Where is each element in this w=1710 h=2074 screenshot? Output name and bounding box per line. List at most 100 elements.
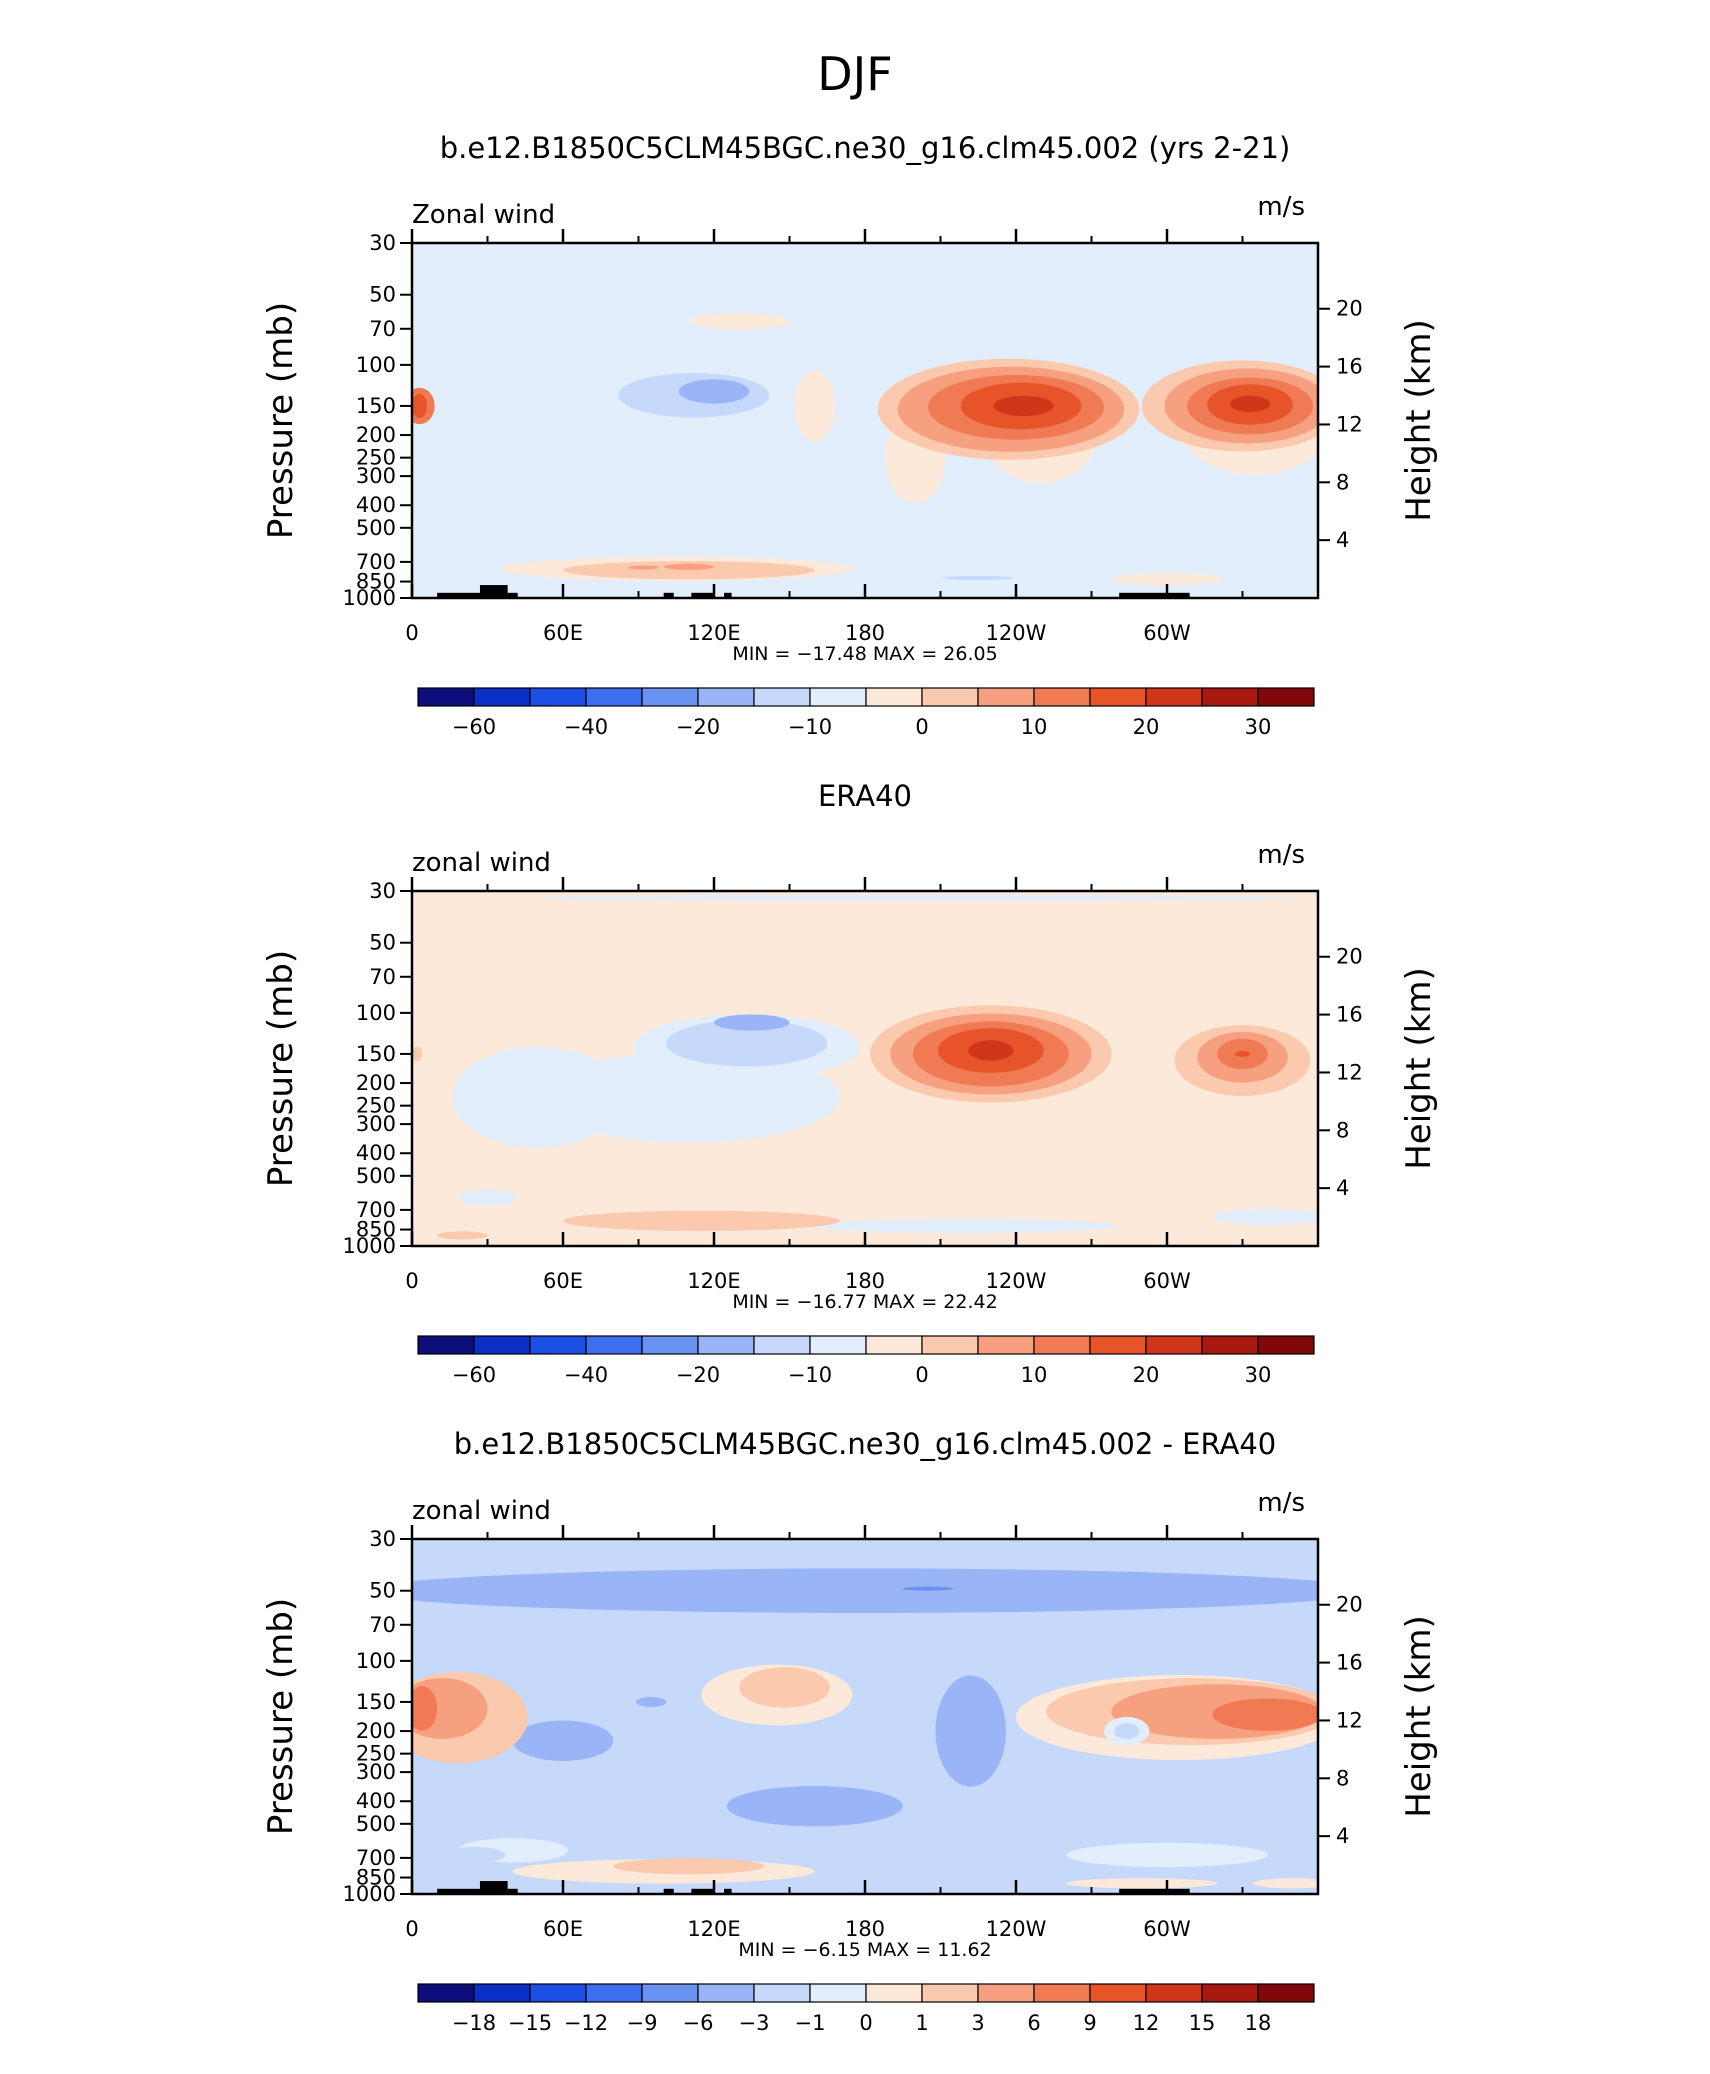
contour-region — [1229, 395, 1271, 412]
colorbar-label: 1 — [915, 2011, 928, 2035]
y2-tick-label: 4 — [1336, 1176, 1349, 1200]
x-tick-label: 60W — [1143, 1917, 1191, 1941]
terrain-block — [479, 1881, 508, 1894]
colorbar-label: 12 — [1133, 2011, 1160, 2035]
x-tick-label: 120W — [986, 1269, 1047, 1293]
terrain-block — [691, 1888, 714, 1894]
colorbar-swatch — [977, 1335, 1035, 1355]
contour-region — [739, 1667, 830, 1708]
y-tick-label: 200 — [356, 1719, 396, 1743]
colorbar-label: −12 — [564, 2011, 608, 2035]
y2-tick-label: 8 — [1336, 1118, 1349, 1142]
contour-region — [1114, 1722, 1140, 1740]
y-tick-label: 1000 — [343, 1234, 396, 1258]
contour-region — [1252, 1878, 1318, 1889]
y-tick-label: 700 — [356, 550, 396, 574]
y-tick-label: 50 — [369, 931, 396, 955]
contour-region — [635, 1696, 667, 1707]
colorbar-swatch — [1033, 1983, 1091, 2003]
colorbar-label: 0 — [915, 1363, 928, 1387]
contour-region — [563, 561, 815, 580]
colorbar-swatch — [697, 1983, 755, 2003]
colorbar-swatch — [977, 1983, 1035, 2003]
y-tick-label: 850 — [356, 570, 396, 594]
y2-tick-label: 8 — [1336, 1766, 1349, 1790]
contour-region — [688, 313, 790, 330]
colorbar-label: 30 — [1245, 1363, 1272, 1387]
y2-tick-label: 4 — [1336, 1824, 1349, 1848]
contour-region — [902, 1586, 954, 1591]
contour-region — [993, 395, 1054, 417]
terrain-block — [724, 1888, 732, 1894]
y-tick-label: 850 — [356, 1218, 396, 1242]
min-max-text: MIN = −6.15 MAX = 11.62 — [738, 1939, 991, 1961]
colorbar-swatch — [809, 1983, 867, 2003]
colorbar-swatch — [697, 687, 755, 707]
colorbar-swatch — [529, 687, 587, 707]
field-label: Zonal wind — [412, 200, 555, 230]
terrain-block — [1119, 592, 1190, 598]
y-tick-label: 150 — [356, 1690, 396, 1714]
colorbar-swatch — [753, 1335, 811, 1355]
panel-title: ERA40 — [818, 779, 912, 813]
terrain-block — [663, 592, 674, 598]
terrain-block — [1119, 1888, 1190, 1894]
contour-region — [412, 1046, 423, 1062]
colorbar-swatch — [417, 1335, 475, 1355]
colorbar-swatch — [865, 1335, 923, 1355]
colorbar-swatch — [697, 1335, 755, 1355]
colorbar-swatch — [1201, 1983, 1259, 2003]
units-label: m/s — [1257, 840, 1305, 870]
field-label: zonal wind — [412, 848, 551, 878]
colorbar-swatch — [1257, 687, 1315, 707]
x-tick-label: 120E — [687, 621, 740, 645]
x-tick-label: 0 — [405, 1269, 418, 1293]
y-tick-label: 300 — [356, 1112, 396, 1136]
y-axis-label: Pressure (mb) — [261, 1598, 301, 1835]
y-tick-label: 1000 — [343, 1882, 396, 1906]
terrain-block — [724, 592, 732, 598]
colorbar-label: −3 — [739, 2011, 770, 2035]
colorbar-label: 30 — [1245, 715, 1272, 739]
colorbar-swatch — [1257, 1335, 1315, 1355]
y-tick-label: 70 — [369, 965, 396, 989]
y-tick-label: 500 — [356, 516, 396, 540]
colorbar-swatch — [809, 1335, 867, 1355]
colorbar-swatch — [1089, 1983, 1147, 2003]
terrain-block — [691, 592, 714, 598]
colorbar-label: −6 — [683, 2011, 714, 2035]
colorbar-swatch — [865, 687, 923, 707]
y-tick-label: 30 — [369, 1527, 396, 1551]
y-tick-label: 500 — [356, 1164, 396, 1188]
x-tick-label: 60E — [543, 621, 583, 645]
colorbar-swatch — [473, 1335, 531, 1355]
contour-field — [412, 1568, 1318, 1894]
contour-region — [412, 1568, 1318, 1613]
colorbar-label: 10 — [1021, 1363, 1048, 1387]
y2-tick-label: 12 — [1336, 412, 1363, 436]
colorbar-swatch — [753, 1983, 811, 2003]
contour-region — [613, 1858, 765, 1875]
chart-panel-1: b.e12.B1850C5CLM45BGC.ne30_g16.clm45.002… — [261, 131, 1439, 739]
colorbar-label: 6 — [1027, 2011, 1040, 2035]
y-tick-label: 200 — [356, 1071, 396, 1095]
contour-region — [726, 1785, 903, 1827]
contour-region — [412, 1686, 438, 1731]
terrain-block — [507, 592, 518, 598]
colorbar-label: −60 — [452, 1363, 496, 1387]
terrain-block — [437, 1888, 480, 1894]
x-tick-label: 180 — [845, 1269, 885, 1293]
y2-tick-label: 12 — [1336, 1708, 1363, 1732]
x-tick-label: 0 — [405, 1917, 418, 1941]
y-tick-label: 50 — [369, 283, 396, 307]
y2-axis-label: Height (km) — [1399, 1615, 1439, 1818]
colorbar-label: −20 — [676, 715, 720, 739]
colorbar-swatch — [1033, 1335, 1091, 1355]
y-tick-label: 400 — [356, 1789, 396, 1813]
colorbar-swatch — [1257, 1983, 1315, 2003]
y2-axis-label: Height (km) — [1399, 319, 1439, 522]
y2-tick-label: 16 — [1336, 1651, 1363, 1675]
contour-region — [666, 1019, 828, 1067]
x-tick-label: 120E — [687, 1917, 740, 1941]
